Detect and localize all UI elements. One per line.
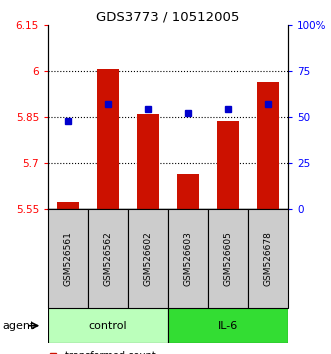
FancyBboxPatch shape <box>48 308 168 343</box>
Bar <box>217 120 239 209</box>
Bar <box>257 82 279 209</box>
Bar <box>137 114 159 209</box>
Text: GSM526603: GSM526603 <box>183 231 193 286</box>
FancyBboxPatch shape <box>168 308 288 343</box>
Text: IL-6: IL-6 <box>218 321 238 331</box>
FancyBboxPatch shape <box>208 209 248 308</box>
Text: GSM526678: GSM526678 <box>263 231 272 286</box>
FancyBboxPatch shape <box>88 209 128 308</box>
Bar <box>57 202 79 209</box>
FancyBboxPatch shape <box>168 209 208 308</box>
Bar <box>177 173 199 209</box>
FancyBboxPatch shape <box>128 209 168 308</box>
Text: GSM526561: GSM526561 <box>64 231 72 286</box>
Text: agent: agent <box>2 321 35 331</box>
FancyBboxPatch shape <box>48 209 88 308</box>
Text: GSM526602: GSM526602 <box>143 231 153 286</box>
Title: GDS3773 / 10512005: GDS3773 / 10512005 <box>96 11 240 24</box>
FancyBboxPatch shape <box>248 209 288 308</box>
Text: GSM526562: GSM526562 <box>104 231 113 286</box>
Text: GSM526605: GSM526605 <box>223 231 232 286</box>
Bar <box>97 69 119 209</box>
Text: control: control <box>89 321 127 331</box>
Text: transformed count: transformed count <box>65 351 156 354</box>
